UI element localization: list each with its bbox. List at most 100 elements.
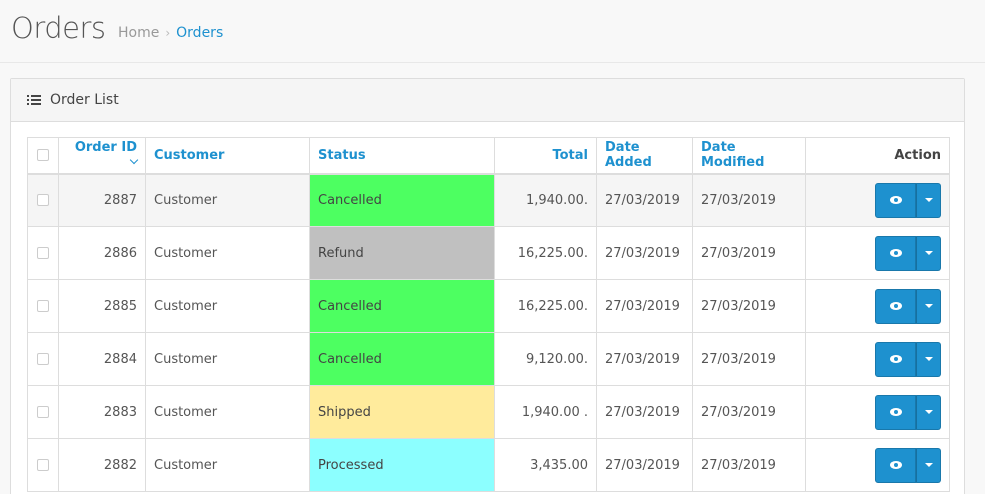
date-added-cell: 27/03/2019 <box>596 226 693 280</box>
order-id-cell: 2884 <box>58 332 146 386</box>
view-order-button[interactable] <box>875 447 916 483</box>
breadcrumb-separator: › <box>165 26 171 40</box>
view-order-button[interactable] <box>875 288 916 324</box>
table-row: 2883 Customer Shipped 1,940.00 . 27/03/2019 2… <box>27 385 950 439</box>
sort-total-header[interactable]: Total <box>494 137 597 175</box>
action-cell <box>805 173 950 227</box>
breadcrumb-orders-link[interactable]: Orders <box>176 25 224 41</box>
date-modified-cell: 27/03/2019 <box>692 226 806 280</box>
table-row: 2885 Customer Cancelled 16,225.00. 27/03/201… <box>27 279 950 333</box>
customer-cell: Customer <box>145 173 310 227</box>
row-checkbox[interactable] <box>37 353 49 365</box>
status-cell: Processed <box>309 438 495 492</box>
table-header-row: Order ID Customer Status Total Date Adde… <box>27 137 950 175</box>
row-checkbox[interactable] <box>37 406 49 418</box>
action-button-group <box>875 447 941 483</box>
action-cell <box>805 226 950 280</box>
sort-descending-icon <box>129 156 139 165</box>
action-button-group <box>875 235 941 271</box>
row-checkbox[interactable] <box>37 300 49 312</box>
sort-date-modified-header[interactable]: Date Modified <box>692 137 806 175</box>
action-button-group <box>875 182 941 218</box>
action-dropdown-toggle[interactable] <box>916 394 941 430</box>
view-order-button[interactable] <box>875 235 916 271</box>
view-order-button[interactable] <box>875 341 916 377</box>
sort-order-id-header[interactable]: Order ID <box>58 137 146 175</box>
row-checkbox[interactable] <box>37 459 49 471</box>
row-checkbox[interactable] <box>37 194 49 207</box>
customer-cell: Customer <box>145 385 310 439</box>
action-dropdown-toggle[interactable] <box>916 341 941 377</box>
date-modified-cell: 27/03/2019 <box>692 173 806 227</box>
panel-heading: Order List <box>11 79 964 122</box>
orders-table: Order ID Customer Status Total Date Adde… <box>27 137 950 492</box>
view-order-button[interactable] <box>875 182 916 218</box>
eye-icon <box>889 249 902 257</box>
breadcrumb: Home › Orders <box>118 25 223 41</box>
action-cell <box>805 385 950 439</box>
order-id-cell: 2883 <box>58 385 146 439</box>
row-select-cell <box>27 279 59 333</box>
caret-down-icon <box>924 304 933 308</box>
list-icon <box>27 94 41 106</box>
select-all-cell <box>27 137 59 175</box>
caret-down-icon <box>924 251 933 255</box>
table-row: 2884 Customer Cancelled 9,120.00. 27/03/2019… <box>27 332 950 386</box>
eye-icon <box>889 302 902 310</box>
caret-down-icon <box>924 463 933 467</box>
date-modified-cell: 27/03/2019 <box>692 438 806 492</box>
total-cell: 16,225.00. <box>494 279 597 333</box>
status-cell: Cancelled <box>309 173 495 227</box>
row-select-cell <box>27 226 59 280</box>
total-cell: 9,120.00. <box>494 332 597 386</box>
order-id-cell: 2882 <box>58 438 146 492</box>
row-checkbox[interactable] <box>37 247 49 259</box>
panel-title: Order List <box>50 92 119 108</box>
date-modified-cell: 27/03/2019 <box>692 385 806 439</box>
table-row: 2887 Customer Cancelled 1,940.00. 27/03/2019… <box>27 173 950 227</box>
order-list-panel: Order List Order ID Customer Status Tota… <box>10 78 965 494</box>
eye-icon <box>889 408 902 416</box>
eye-icon <box>889 461 902 469</box>
total-cell: 1,940.00. <box>494 173 597 227</box>
customer-cell: Customer <box>145 279 310 333</box>
breadcrumb-home-link[interactable]: Home <box>118 25 160 41</box>
action-dropdown-toggle[interactable] <box>916 235 941 271</box>
date-modified-cell: 27/03/2019 <box>692 332 806 386</box>
row-select-cell <box>27 173 59 227</box>
action-dropdown-toggle[interactable] <box>916 288 941 324</box>
total-cell: 16,225.00. <box>494 226 597 280</box>
customer-cell: Customer <box>145 226 310 280</box>
action-button-group <box>875 394 941 430</box>
status-cell: Cancelled <box>309 279 495 333</box>
view-order-button[interactable] <box>875 394 916 430</box>
date-added-cell: 27/03/2019 <box>596 279 693 333</box>
action-button-group <box>875 341 941 377</box>
row-select-cell <box>27 438 59 492</box>
date-added-cell: 27/03/2019 <box>596 173 693 227</box>
action-dropdown-toggle[interactable] <box>916 182 941 218</box>
action-dropdown-toggle[interactable] <box>916 447 941 483</box>
sort-date-added-header[interactable]: Date Added <box>596 137 693 175</box>
select-all-checkbox[interactable] <box>37 149 49 162</box>
order-id-header-label[interactable]: Order ID <box>74 140 137 156</box>
page-header: Orders Home › Orders <box>0 0 985 63</box>
sort-status-header[interactable]: Status <box>309 137 495 175</box>
row-select-cell <box>27 385 59 439</box>
action-cell <box>805 332 950 386</box>
order-id-cell: 2887 <box>58 173 146 227</box>
status-cell: Cancelled <box>309 332 495 386</box>
date-modified-cell: 27/03/2019 <box>692 279 806 333</box>
caret-down-icon <box>924 198 933 203</box>
eye-icon <box>889 196 902 205</box>
action-button-group <box>875 288 941 324</box>
order-id-cell: 2885 <box>58 279 146 333</box>
total-cell: 1,940.00 . <box>494 385 597 439</box>
status-cell: Shipped <box>309 385 495 439</box>
table-row: 2882 Customer Processed 3,435.00 27/03/2019 2… <box>27 438 950 492</box>
sort-customer-header[interactable]: Customer <box>145 137 310 175</box>
action-cell <box>805 279 950 333</box>
page-title: Orders <box>11 11 106 45</box>
customer-cell: Customer <box>145 332 310 386</box>
order-id-cell: 2886 <box>58 226 146 280</box>
